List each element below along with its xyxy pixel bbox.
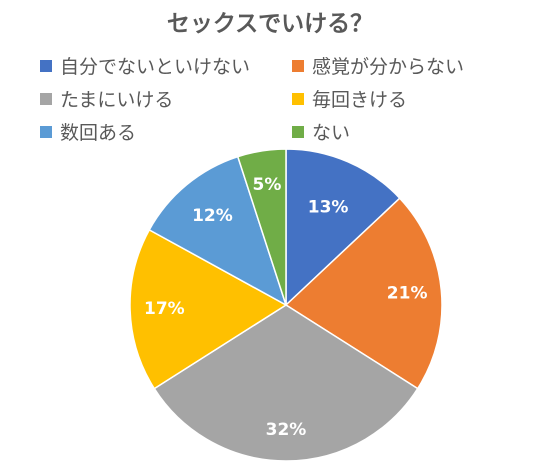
- legend-label: 自分でないといけない: [60, 56, 251, 78]
- pie-slice: [129, 228, 288, 390]
- data-label: 17%: [144, 299, 185, 319]
- data-label: 5%: [253, 175, 282, 195]
- legend-item: たまにいける: [40, 85, 173, 112]
- pie-slice: [153, 304, 419, 462]
- legend-swatch: [40, 125, 52, 138]
- legend-item: 毎回きける: [292, 85, 407, 112]
- data-label: 13%: [308, 198, 349, 218]
- pie-slice: [284, 197, 443, 390]
- legend-label: 数回ある: [60, 122, 137, 144]
- legend-label: ない: [312, 122, 351, 144]
- legend-item: ない: [292, 118, 350, 145]
- pie-slice: [285, 148, 401, 307]
- data-label: 12%: [192, 206, 233, 226]
- legend-swatch: [40, 92, 52, 105]
- data-label: 32%: [266, 420, 307, 440]
- legend-swatch: [292, 92, 304, 105]
- legend-item: 数回ある: [40, 118, 136, 145]
- data-label: 21%: [387, 284, 428, 304]
- legend-label: 感覚が分からない: [312, 56, 465, 78]
- pie-slice: [236, 148, 287, 306]
- legend-item: 自分でないといけない: [40, 52, 250, 79]
- legend-label: たまにいける: [60, 89, 174, 111]
- chart-title: セックスでいける？: [166, 11, 374, 37]
- legend-item: 感覚が分からない: [292, 52, 464, 79]
- pie-slice: [148, 155, 288, 307]
- legend-swatch: [292, 125, 304, 138]
- legend-swatch: [292, 59, 304, 72]
- legend-label: 毎回きける: [312, 89, 408, 111]
- legend-swatch: [40, 59, 52, 72]
